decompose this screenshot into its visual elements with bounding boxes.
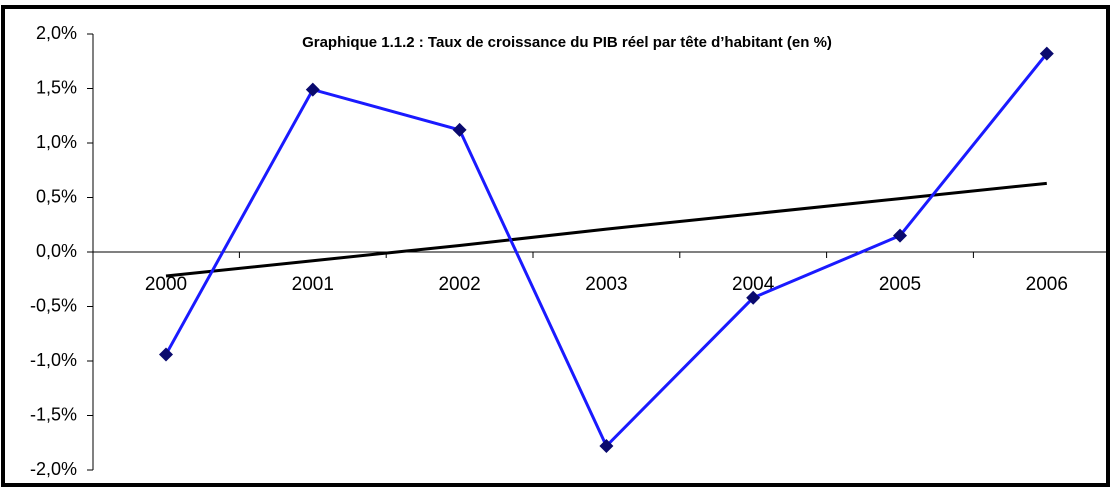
marker	[1039, 46, 1054, 61]
frame	[1, 5, 1110, 487]
x-tick-label: 2000	[145, 274, 187, 295]
y-tick-label: -1,0%	[30, 350, 77, 370]
y-tick-label: -2,0%	[30, 459, 77, 479]
series-line	[164, 52, 1048, 449]
x-tick-label: 2006	[1026, 274, 1068, 295]
marker	[746, 290, 761, 305]
series-line	[165, 181, 1047, 278]
marker	[305, 82, 320, 97]
x-tick-label: 2005	[879, 274, 921, 295]
x-tick-label: 2001	[292, 274, 334, 295]
x-tick-label: 2002	[438, 274, 480, 295]
y-tick-label: -0,5%	[30, 295, 77, 315]
y-tick-label: 2,0%	[36, 23, 77, 43]
chart-title: Graphique 1.1.2 : Taux de croissance du …	[302, 34, 832, 51]
marker	[159, 347, 173, 362]
y-tick-label: -1,5%	[30, 404, 77, 424]
x-tick-label: 2003	[585, 274, 627, 295]
y-tick-label: 1,0%	[36, 132, 77, 152]
marker	[452, 122, 467, 137]
x-tick-label: 2004	[732, 274, 775, 295]
marker	[599, 439, 614, 454]
y-tick-label: 0,5%	[36, 186, 77, 206]
y-tick-label: 0,0%	[36, 241, 77, 261]
y-tick-label: 1,5%	[36, 77, 77, 97]
marker	[893, 228, 907, 243]
